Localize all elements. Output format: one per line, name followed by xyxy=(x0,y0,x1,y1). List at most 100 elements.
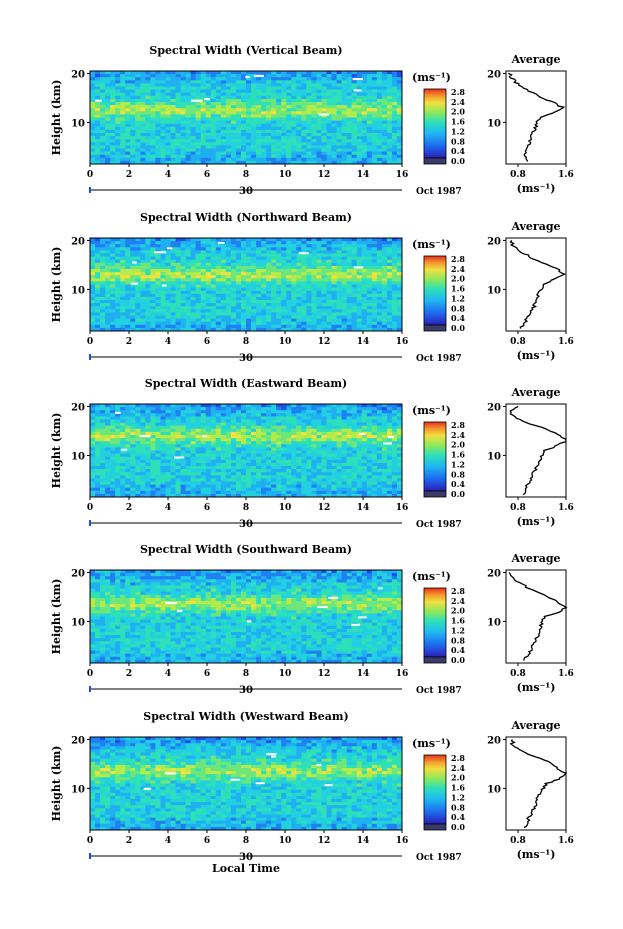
heatmap-cell xyxy=(240,413,247,417)
heatmap-cell xyxy=(210,151,217,156)
heatmap-cell xyxy=(205,157,212,162)
heatmap-cell xyxy=(200,241,207,245)
heatmap-cell xyxy=(95,404,101,408)
heatmap-cell xyxy=(376,126,383,131)
heatmap-cell xyxy=(331,244,337,248)
heatmap-cell xyxy=(326,129,332,134)
heatmap-cell xyxy=(271,262,277,267)
heatmap-cell xyxy=(391,136,398,140)
heatmap-cell xyxy=(155,450,161,454)
heatmap-cell xyxy=(351,327,358,332)
heatmap-cell xyxy=(356,157,363,162)
heatmap-cell xyxy=(155,309,161,313)
heatmap-cell xyxy=(120,262,126,267)
heatmap-cell xyxy=(140,148,146,152)
heatmap-cell xyxy=(346,74,353,78)
heatmap-cell xyxy=(140,441,146,445)
heatmap-cell xyxy=(225,407,232,411)
heatmap-cell xyxy=(341,145,348,149)
heatmap-cell xyxy=(210,117,217,121)
colorbar-tick-label: 2.4 xyxy=(451,97,465,107)
heatmap-cell xyxy=(366,262,373,267)
heatmap-cell xyxy=(286,284,292,288)
heatmap-cell xyxy=(175,293,181,298)
heatmap-cell xyxy=(115,327,121,332)
heatmap-cell xyxy=(140,272,146,276)
heatmap-cell xyxy=(381,136,388,140)
heatmap-cell xyxy=(200,262,207,267)
heatmap-cell xyxy=(251,105,257,109)
heatmap-cell xyxy=(145,324,151,329)
heatmap-cell xyxy=(386,309,393,313)
heatmap-cell xyxy=(240,142,247,146)
heatmap-cell xyxy=(200,92,207,97)
heatmap-cell xyxy=(386,428,393,433)
heatmap-cell xyxy=(371,278,378,282)
heatmap-cell xyxy=(155,133,161,137)
heatmap-cell xyxy=(256,428,262,433)
heatmap-cell xyxy=(321,117,327,121)
heatmap-cell xyxy=(180,160,187,165)
heatmap-cell xyxy=(205,129,212,134)
heatmap-cell xyxy=(396,441,403,445)
heatmap-cell xyxy=(351,303,358,307)
heatmap-cell xyxy=(160,287,166,292)
heatmap-cell xyxy=(311,145,317,149)
heatmap-cell xyxy=(110,450,116,454)
heatmap-cell xyxy=(331,102,337,106)
heatmap-cell xyxy=(175,256,181,261)
heatmap-cell xyxy=(215,444,222,448)
heatmap-cell xyxy=(251,318,257,323)
colorbar-tick-label: 2.8 xyxy=(451,87,465,97)
heatmap-cell xyxy=(150,89,156,94)
heatmap-cell xyxy=(366,250,373,254)
heatmap-cell xyxy=(240,438,247,442)
heatmap-cell xyxy=(356,83,363,87)
heatmap-cell xyxy=(225,126,232,131)
heatmap-cell xyxy=(105,265,111,270)
heatmap-cell xyxy=(225,306,232,310)
heatmap-cell xyxy=(190,148,197,152)
heatmap-cell xyxy=(240,80,247,84)
heatmap-cell xyxy=(200,456,207,461)
heatmap-cell xyxy=(145,74,151,78)
heatmap-cell xyxy=(175,287,181,292)
heatmap-cell xyxy=(100,315,106,319)
heatmap-cell xyxy=(95,444,101,448)
heatmap-cell xyxy=(246,95,252,100)
heatmap-cell xyxy=(160,71,166,75)
heatmap-cell xyxy=(90,425,96,430)
heatmap-cell xyxy=(235,422,242,427)
heatmap-cell xyxy=(90,431,96,436)
heatmap-cell xyxy=(195,453,202,458)
heatmap-cell xyxy=(281,416,287,420)
heatmap-cell xyxy=(261,303,267,307)
heatmap-cell xyxy=(281,142,287,146)
heatmap-cell xyxy=(336,139,343,143)
heatmap-cell xyxy=(296,136,302,140)
heatmap-cell xyxy=(276,290,282,295)
heatmap-cell xyxy=(331,74,337,78)
heatmap-cell xyxy=(271,142,277,146)
heatmap-cell xyxy=(361,259,368,264)
heatmap-cell xyxy=(210,275,217,279)
heatmap-cell xyxy=(220,296,227,301)
heatmap-cell xyxy=(195,447,202,451)
heatmap-cell xyxy=(180,321,187,326)
heatmap-cell xyxy=(266,459,272,464)
heatmap-cell xyxy=(240,272,247,276)
heatmap-cell xyxy=(190,117,197,121)
heatmap-cell xyxy=(180,435,187,439)
heatmap-cell xyxy=(140,419,146,423)
heatmap-cell xyxy=(170,74,176,78)
heatmap-cell xyxy=(396,287,403,292)
heatmap-cell xyxy=(266,262,272,267)
heatmap-cell xyxy=(140,456,146,461)
heatmap-cell xyxy=(266,265,272,270)
heatmap-cell xyxy=(240,441,247,445)
heatmap-cell xyxy=(286,111,292,115)
heatmap-cell xyxy=(311,71,317,75)
profile-y-tick-label: 20 xyxy=(487,69,501,80)
heatmap-cell xyxy=(346,142,353,146)
heatmap-cell xyxy=(180,250,187,254)
